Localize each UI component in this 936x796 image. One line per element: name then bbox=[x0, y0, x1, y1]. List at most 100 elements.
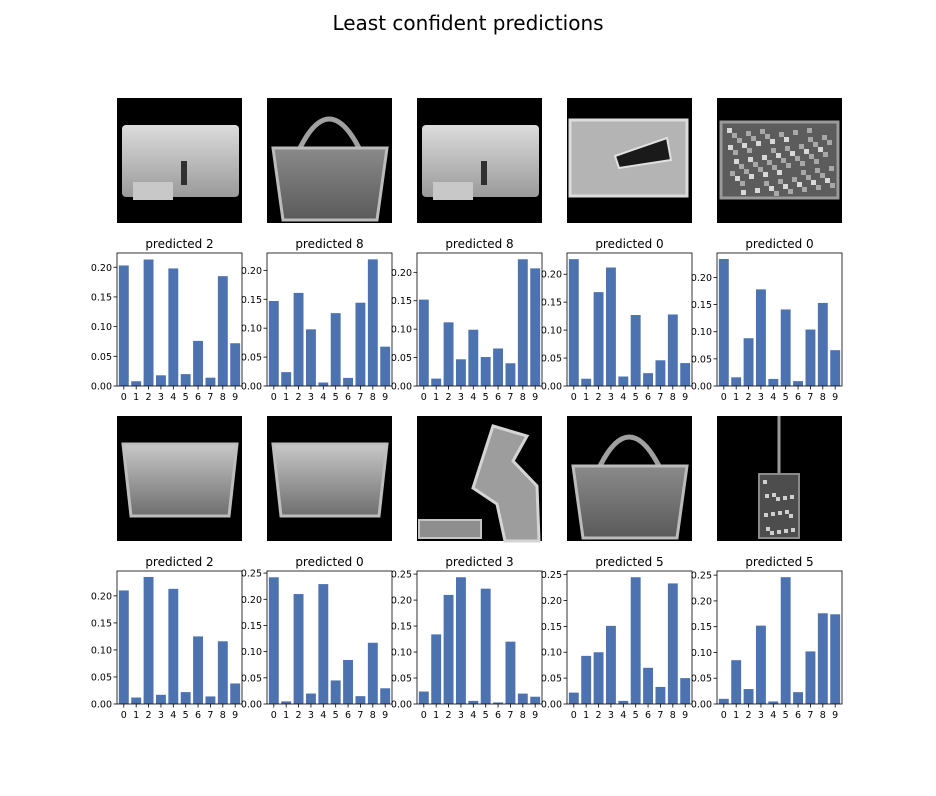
y-tick-label: 0.15 bbox=[391, 622, 412, 633]
bar bbox=[330, 313, 341, 386]
bar bbox=[805, 651, 816, 704]
texture-dot bbox=[825, 178, 830, 183]
bar bbox=[330, 680, 341, 704]
y-tick-label: 0.20 bbox=[241, 266, 262, 277]
y-tick-label: 0.20 bbox=[691, 596, 712, 607]
y-tick-label: 0.00 bbox=[391, 700, 412, 711]
x-tick-label: 6 bbox=[495, 392, 501, 403]
bar bbox=[468, 329, 479, 386]
subplot-7: predicted 0 0 1 2 3 4 5 6 7 8 9 0.00 0.05 0.10 0.15 0.2… bbox=[241, 416, 393, 721]
x-tick-label: 6 bbox=[795, 710, 801, 721]
texture-dot bbox=[822, 135, 827, 140]
x-tick-label: 1 bbox=[433, 392, 439, 403]
texture-dot bbox=[774, 191, 779, 196]
x-tick-label: 0 bbox=[571, 710, 577, 721]
texture-dot bbox=[811, 180, 816, 185]
x-tick-label: 6 bbox=[795, 392, 801, 403]
axes-frame bbox=[116, 570, 243, 705]
x-tick-label: 9 bbox=[232, 710, 238, 721]
texture-dot bbox=[806, 175, 811, 180]
bar bbox=[293, 292, 304, 386]
x-tick-label: 2 bbox=[146, 392, 152, 403]
subplot-1: predicted 2 0 1 2 3 4 5 6 7 8 9 0.00 0.05 0.10 0.15 0.2… bbox=[91, 98, 243, 403]
x-tick-label: 8 bbox=[370, 392, 376, 403]
bar bbox=[380, 688, 391, 704]
bar bbox=[718, 698, 729, 704]
x-tick-label: 9 bbox=[832, 392, 838, 403]
x-tick-label: 8 bbox=[220, 392, 226, 403]
y-tick-label: 0.15 bbox=[391, 296, 412, 307]
x-tick-label: 2 bbox=[746, 710, 752, 721]
x-tick-label: 9 bbox=[532, 710, 538, 721]
x-tick-label: 4 bbox=[470, 710, 476, 721]
texture-dot bbox=[776, 497, 780, 501]
bar bbox=[517, 259, 528, 386]
x-tick-label: 8 bbox=[820, 392, 826, 403]
bar bbox=[468, 700, 479, 704]
x-tick-label: 6 bbox=[495, 710, 501, 721]
texture-dot bbox=[786, 163, 791, 168]
bar bbox=[305, 329, 316, 386]
texture-dot bbox=[777, 170, 782, 175]
subplot-title: predicted 0 bbox=[745, 237, 813, 251]
x-tick-label: 0 bbox=[121, 392, 127, 403]
x-tick-label: 3 bbox=[608, 710, 614, 721]
texture-dot bbox=[758, 167, 763, 172]
bar bbox=[731, 377, 742, 386]
y-tick-label: 0.15 bbox=[91, 292, 112, 303]
x-tick-label: 4 bbox=[770, 392, 776, 403]
x-tick-label: 5 bbox=[783, 710, 789, 721]
texture-dot bbox=[809, 154, 814, 159]
texture-dot bbox=[789, 514, 793, 518]
y-tick-label: 0.10 bbox=[691, 327, 712, 338]
x-tick-label: 0 bbox=[571, 392, 577, 403]
y-tick-label: 0.05 bbox=[691, 674, 712, 685]
subplot-3: predicted 8 0 1 2 3 4 5 6 7 8 9 0.00 0.05 0.10 0.15 0.2… bbox=[391, 98, 543, 403]
bar bbox=[443, 322, 454, 386]
x-tick-label: 4 bbox=[170, 392, 176, 403]
bag-body bbox=[121, 442, 239, 518]
bar bbox=[418, 299, 429, 386]
bar bbox=[755, 289, 766, 386]
y-tick-label: 0.05 bbox=[91, 352, 112, 363]
x-tick-label: 9 bbox=[682, 392, 688, 403]
y-tick-label: 0.05 bbox=[691, 354, 712, 365]
bar bbox=[493, 348, 504, 386]
bar bbox=[718, 258, 729, 386]
y-tick-label: 0.25 bbox=[241, 569, 262, 580]
bag-clasp bbox=[181, 161, 187, 185]
x-tick-label: 2 bbox=[596, 392, 602, 403]
texture-dot bbox=[814, 159, 819, 164]
texture-dot bbox=[785, 146, 790, 151]
y-tick-label: 0.20 bbox=[391, 268, 412, 279]
y-tick-label: 0.00 bbox=[241, 382, 262, 393]
x-tick-label: 8 bbox=[670, 710, 676, 721]
x-tick-label: 9 bbox=[382, 710, 388, 721]
x-tick-label: 6 bbox=[645, 392, 651, 403]
y-tick-label: 0.10 bbox=[91, 645, 112, 656]
texture-dot bbox=[808, 137, 813, 142]
bag-body bbox=[422, 125, 539, 197]
y-tick-label: 0.20 bbox=[541, 270, 562, 281]
bar bbox=[493, 702, 504, 704]
axes-frame bbox=[416, 570, 543, 705]
texture-dot bbox=[776, 153, 781, 158]
x-tick-label: 4 bbox=[770, 710, 776, 721]
texture-dot bbox=[765, 134, 770, 139]
x-tick-label: 2 bbox=[596, 710, 602, 721]
x-tick-label: 1 bbox=[733, 392, 739, 403]
x-tick-label: 7 bbox=[207, 710, 213, 721]
subplot-6: predicted 2 0 1 2 3 4 5 6 7 8 9 0.00 0.05 0.10 0.15 0.2… bbox=[91, 416, 243, 721]
bar bbox=[630, 577, 641, 704]
bar bbox=[655, 686, 666, 704]
y-tick-label: 0.10 bbox=[541, 648, 562, 659]
bar bbox=[268, 577, 279, 704]
y-tick-label: 0.00 bbox=[541, 700, 562, 711]
y-tick-label: 0.05 bbox=[241, 673, 262, 684]
bar bbox=[367, 642, 378, 704]
bar bbox=[605, 625, 616, 704]
texture-dot bbox=[778, 179, 783, 184]
texture-dot bbox=[742, 143, 747, 148]
figure-title: Least confident predictions bbox=[332, 11, 604, 35]
texture-dot bbox=[770, 531, 774, 535]
